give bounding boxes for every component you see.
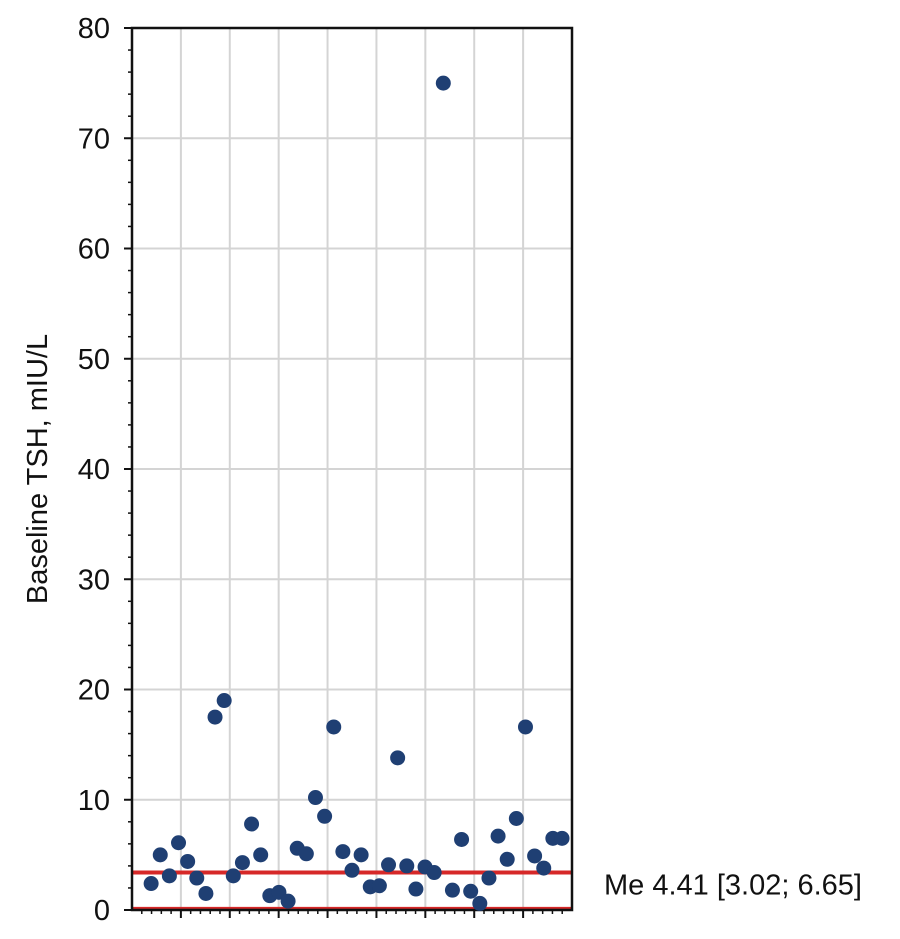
data-point [189,870,205,886]
data-point [216,693,232,709]
data-point [408,881,424,897]
median-annotation: Me 4.41 [3.02; 6.65] [604,870,862,902]
data-point [234,855,250,871]
data-point [517,719,533,735]
data-point [381,857,397,873]
data-point [344,862,360,878]
data-point [143,876,159,892]
gridlines [132,28,572,910]
data-point [371,878,387,894]
data-point [536,860,552,876]
data-point [527,848,543,864]
y-tick-label: 30 [78,564,110,596]
y-tick-label: 20 [78,675,110,707]
data-point [426,865,442,881]
data-points [143,75,570,911]
y-tick-label: 80 [78,13,110,45]
data-point [280,893,296,909]
data-point [390,750,406,766]
y-tick-label: 40 [78,454,110,486]
data-point [161,868,177,884]
data-point [298,846,314,862]
data-point [353,847,369,863]
data-point [171,835,187,851]
data-point [554,830,570,846]
data-point [399,858,415,874]
data-point [225,868,241,884]
data-point [435,75,451,91]
axis-ticks [124,27,563,918]
data-point [335,844,351,860]
y-tick-label: 50 [78,344,110,376]
data-point [454,831,470,847]
data-point [307,790,323,806]
data-point [508,810,524,826]
data-point [444,882,460,898]
data-point [463,883,479,899]
data-point [499,851,515,867]
data-point [253,847,269,863]
data-point [198,885,214,901]
data-point [481,870,497,886]
y-tick-label: 70 [78,123,110,155]
y-axis-title: Baseline TSH, mIU/L [22,334,54,604]
data-point [490,828,506,844]
data-point [207,709,223,725]
data-point [244,816,260,832]
data-point [152,847,168,863]
data-point [326,719,342,735]
y-tick-label: 0 [94,895,110,927]
y-axis-tick-labels: 0 10 20 30 40 50 60 70 80 [78,13,110,927]
y-tick-label: 10 [78,785,110,817]
data-point [317,808,333,824]
y-tick-label: 60 [78,234,110,266]
data-point [472,895,488,911]
data-point [180,853,196,869]
